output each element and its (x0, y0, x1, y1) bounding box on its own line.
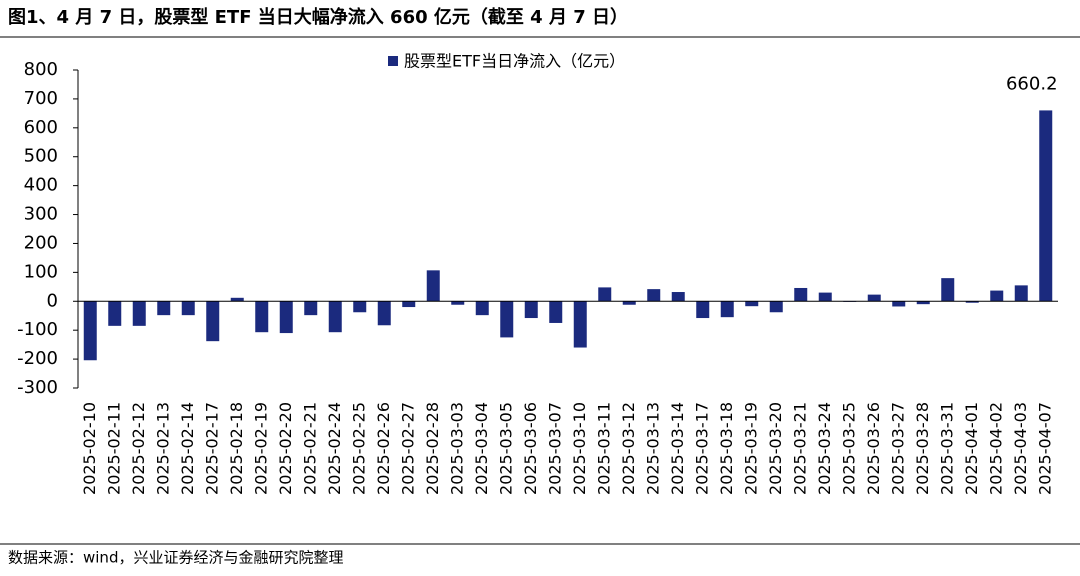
bar (451, 301, 465, 305)
y-tick-label: -300 (17, 377, 58, 398)
x-tick-label: 2025-03-31 (937, 402, 956, 495)
y-tick-label: 0 (47, 290, 58, 311)
legend-label: 股票型ETF当日净流入（亿元） (404, 52, 625, 71)
x-tick-label: 2025-03-06 (521, 402, 540, 495)
bar (916, 301, 930, 305)
legend-swatch (388, 56, 398, 66)
x-tick-label: 2025-04-02 (986, 402, 1005, 495)
bar (573, 301, 587, 348)
x-tick-label: 2025-02-27 (398, 402, 417, 495)
x-tick-label: 2025-03-26 (864, 402, 883, 495)
bar (647, 289, 661, 302)
bar (132, 301, 146, 326)
bar (867, 294, 881, 302)
bar (206, 301, 220, 342)
x-tick-label: 2025-03-04 (472, 402, 491, 495)
bar (402, 301, 416, 308)
bar (500, 301, 514, 338)
bar (745, 301, 759, 307)
x-tick-label: 2025-03-21 (790, 402, 809, 495)
bar (426, 270, 440, 302)
y-tick-label: 500 (24, 146, 58, 167)
bar (671, 292, 685, 302)
x-tick-label: 2025-03-13 (643, 402, 662, 495)
y-tick-label: -200 (17, 348, 58, 369)
bar (720, 301, 734, 318)
x-tick-label: 2025-02-21 (300, 402, 319, 495)
x-tick-label: 2025-04-07 (1035, 402, 1054, 495)
bar (769, 301, 783, 313)
x-tick-label: 2025-02-11 (104, 402, 123, 495)
x-tick-label: 2025-02-25 (349, 402, 368, 495)
x-tick-label: 2025-02-19 (251, 402, 270, 495)
bar (696, 301, 710, 319)
y-tick-label: -100 (17, 319, 58, 340)
bar (377, 301, 391, 326)
x-tick-label: 2025-03-17 (692, 402, 711, 495)
bar (157, 301, 171, 316)
x-tick-label: 2025-02-17 (202, 402, 221, 495)
y-tick-label: 600 (24, 117, 58, 138)
bar (230, 297, 244, 302)
x-tick-label: 2025-03-10 (570, 402, 589, 495)
y-tick-label: 700 (24, 88, 58, 109)
source: 数据来源：wind，兴业证券经济与金融研究院整理 (8, 549, 343, 567)
bar (279, 301, 293, 334)
bar (990, 290, 1004, 302)
x-tick-label: 2025-02-26 (374, 402, 393, 495)
bar (475, 301, 489, 316)
bar (328, 301, 342, 333)
bar (1039, 110, 1053, 302)
bar (1014, 285, 1028, 302)
y-tick-label: 800 (24, 59, 58, 80)
x-tick-label: 2025-03-18 (717, 402, 736, 495)
x-tick-label: 2025-03-05 (496, 402, 515, 495)
x-tick-label: 2025-03-24 (815, 402, 834, 495)
x-tick-label: 2025-03-20 (766, 402, 785, 495)
x-tick-label: 2025-02-14 (178, 402, 197, 495)
bar (818, 292, 832, 302)
data-label: 660.2 (1006, 73, 1058, 94)
bar (598, 287, 612, 302)
bar (794, 287, 808, 302)
x-tick-label: 2025-03-27 (888, 402, 907, 495)
x-tick-label: 2025-04-03 (1011, 402, 1030, 495)
bar (83, 301, 97, 361)
y-tick-label: 100 (24, 261, 58, 282)
bar (353, 301, 367, 313)
x-tick-label: 2025-02-10 (80, 402, 99, 495)
x-tick-label: 2025-03-11 (594, 402, 613, 495)
x-tick-label: 2025-02-13 (153, 402, 172, 495)
x-tick-label: 2025-02-24 (325, 402, 344, 495)
x-tick-label: 2025-03-12 (619, 402, 638, 495)
x-tick-label: 2025-03-14 (668, 402, 687, 495)
x-tick-label: 2025-03-19 (741, 402, 760, 495)
x-tick-label: 2025-02-18 (227, 402, 246, 495)
bar (255, 301, 269, 333)
bar (941, 278, 955, 302)
x-tick-label: 2025-03-28 (913, 402, 932, 495)
x-tick-label: 2025-02-12 (129, 402, 148, 495)
x-tick-label: 2025-03-25 (839, 402, 858, 495)
x-tick-label: 2025-03-07 (545, 402, 564, 495)
x-tick-label: 2025-02-28 (423, 402, 442, 495)
y-tick-label: 300 (24, 204, 58, 225)
bar (304, 301, 318, 316)
bar (549, 301, 563, 323)
bar (892, 301, 906, 307)
bar (108, 301, 122, 326)
y-tick-label: 200 (24, 232, 58, 253)
y-tick-label: 400 (24, 175, 58, 196)
bar (965, 301, 979, 303)
bar (622, 301, 636, 305)
bar (181, 301, 195, 316)
chart-title: 图1、4 月 7 日，股票型 ETF 当日大幅净流入 660 亿元（截至 4 月… (8, 6, 628, 28)
bar (524, 301, 538, 319)
x-tick-label: 2025-03-03 (447, 402, 466, 495)
x-tick-label: 2025-04-01 (962, 402, 981, 495)
x-tick-label: 2025-02-20 (276, 402, 295, 495)
